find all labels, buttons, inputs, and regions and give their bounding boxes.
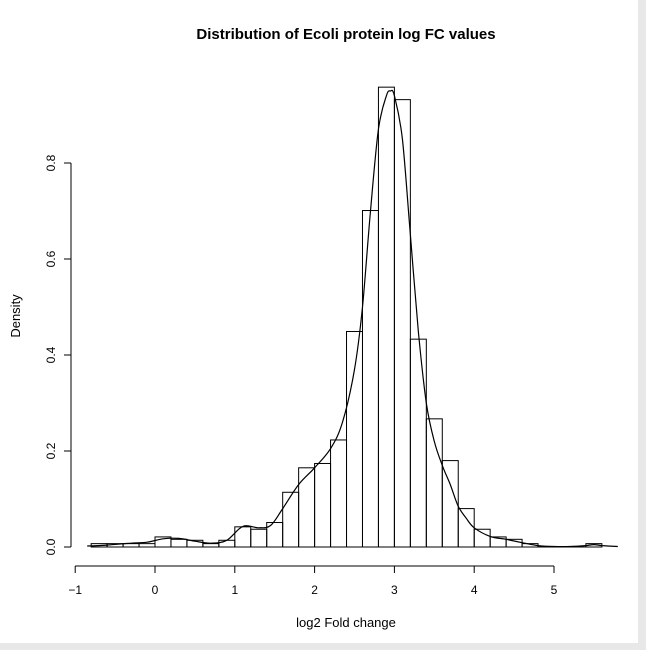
x-tick-label: 2 xyxy=(311,583,318,597)
histogram-bar xyxy=(473,528,491,548)
density-curve xyxy=(87,89,618,548)
histogram-bar xyxy=(170,538,188,548)
histogram-bar xyxy=(346,330,363,548)
x-tick-label: 4 xyxy=(471,583,478,597)
histogram-bar xyxy=(202,543,220,548)
histogram-bar xyxy=(298,467,316,548)
x-tick-label: 5 xyxy=(551,583,558,597)
histogram-bars xyxy=(90,86,603,548)
histogram-bar xyxy=(393,99,411,548)
histogram-bar xyxy=(457,508,475,548)
histogram-bar xyxy=(218,539,236,548)
x-axis: −1 0 1 2 3 4 5 xyxy=(68,565,558,597)
y-tick-label: 0.6 xyxy=(44,250,58,267)
y-axis: 0.0 0.2 0.4 0.6 0.8 xyxy=(44,154,72,555)
y-tick-label: 0.8 xyxy=(44,154,58,171)
histogram-bar xyxy=(409,338,427,548)
histogram-chart: Distribution of Ecoli protein log FC val… xyxy=(8,26,618,630)
y-axis-label: Density xyxy=(8,294,23,338)
histogram-bar xyxy=(361,210,379,548)
histogram-bar xyxy=(250,528,268,548)
histogram-bar xyxy=(425,418,443,548)
chart-title: Distribution of Ecoli protein log FC val… xyxy=(196,26,495,43)
y-tick-label: 0.4 xyxy=(44,346,58,363)
histogram-bar xyxy=(377,86,395,548)
histogram-bar xyxy=(282,491,300,548)
y-tick-label: 0.2 xyxy=(44,442,58,459)
x-axis-label: log2 Fold change xyxy=(296,615,396,630)
plot-panel: Distribution of Ecoli protein log FC val… xyxy=(0,0,638,643)
x-tick-label: 3 xyxy=(391,583,398,597)
histogram-bar xyxy=(330,439,348,548)
y-tick-label: 0.0 xyxy=(44,538,58,555)
histogram-bar xyxy=(138,543,156,548)
x-tick-label: 0 xyxy=(152,583,159,597)
histogram-bar xyxy=(314,462,332,548)
x-tick-label: −1 xyxy=(68,583,82,597)
histogram-bar xyxy=(441,460,459,548)
x-tick-label: 1 xyxy=(231,583,238,597)
